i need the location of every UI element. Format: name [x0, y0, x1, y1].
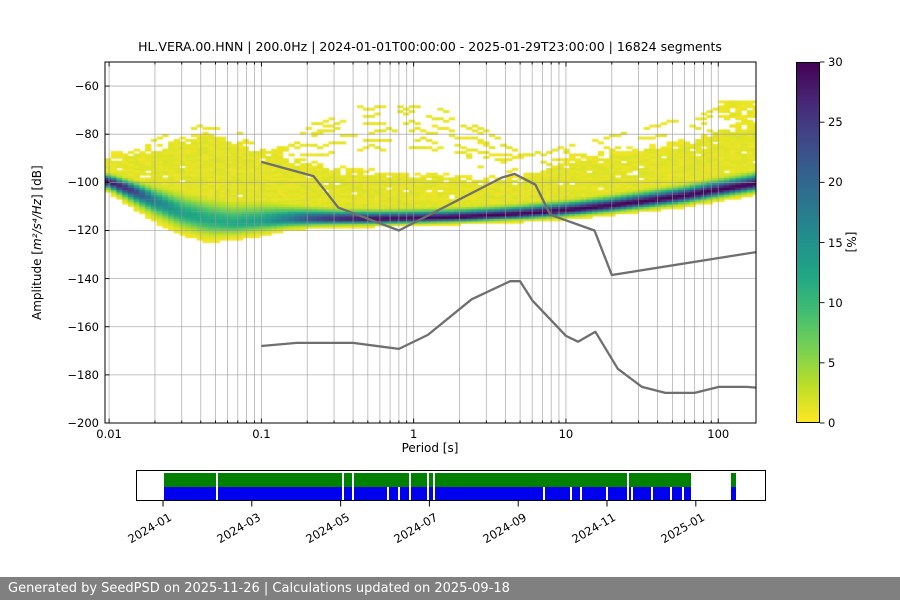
x-tick-label: 100	[707, 427, 730, 441]
timeline-gap-blue	[408, 487, 411, 500]
colorbar-tick-label: 10	[828, 295, 843, 310]
ppsd-heatmap-canvas	[105, 62, 756, 423]
y-tick-label: −80	[74, 127, 99, 142]
colorbar-tick-label: 15	[828, 235, 843, 250]
colorbar-label: [%]	[844, 231, 858, 253]
timeline-gap-blue	[606, 487, 609, 500]
colorbar-tick-label: 20	[828, 175, 843, 190]
timeline-gap-green	[352, 473, 355, 487]
timeline-gap-blue	[626, 487, 629, 500]
timeline-tick-label: 2024-09	[480, 510, 530, 547]
timeline-gap-blue	[216, 487, 219, 500]
y-axis-label-suffix: ] [dB]	[30, 165, 44, 200]
timeline-gap-blue	[682, 487, 685, 500]
timeline-gap-blue	[579, 487, 582, 500]
timeline-gap-green	[626, 473, 629, 487]
timeline-gap-blue	[432, 487, 435, 500]
colorbar-tick-label: 0	[828, 416, 836, 430]
timeline-gap-blue	[542, 487, 545, 500]
timeline-gap-blue	[570, 487, 573, 500]
colorbar-tick-label: 30	[828, 55, 843, 69]
colorbar-tick-label: 5	[828, 355, 836, 370]
timeline-tick-label: 2024-07	[391, 510, 441, 547]
timeline-tick-label: 2024-01	[125, 510, 175, 547]
y-tick-label: −60	[74, 79, 99, 94]
x-tick-label: 1	[409, 427, 418, 441]
y-tick-label: −200	[67, 416, 99, 430]
timeline-gap-blue	[670, 487, 673, 500]
y-tick-label: −100	[67, 175, 99, 190]
x-axis-label: Period [s]	[401, 441, 459, 455]
timeline-gap-green	[341, 473, 344, 487]
x-tick-label: 10	[558, 427, 574, 441]
timeline-gap-blue	[386, 487, 389, 500]
timeline-gap-green	[216, 473, 219, 487]
timeline-tick-label: 2024-05	[302, 510, 352, 547]
x-tick-label: 0.01	[96, 427, 122, 441]
y-tick-label: −120	[67, 223, 99, 238]
timeline-gap-blue	[341, 487, 344, 500]
timeline-gap-green	[427, 473, 430, 487]
timeline-gap-blue	[631, 487, 634, 500]
timeline-tick-label: 2024-03	[214, 510, 263, 547]
timeline-coverage-blue	[731, 487, 737, 500]
timeline-tick-label: 2024-11	[569, 510, 618, 547]
timeline-gap-blue	[398, 487, 401, 500]
availability-timeline	[136, 470, 766, 501]
x-tick-label: 0.1	[252, 427, 271, 441]
y-tick-label: −160	[67, 319, 99, 334]
timeline-tick-label: 2025-01	[658, 510, 707, 547]
y-axis-label-units: m²/s⁴/Hz	[30, 199, 44, 250]
timeline-gap-green	[408, 473, 411, 487]
timeline-gap-green	[432, 473, 435, 487]
y-axis-label: Amplitude [m²/s⁴/Hz] [dB]	[30, 165, 44, 320]
footer-bar: Generated by SeedPSD on 2025-11-26 | Cal…	[0, 577, 900, 600]
y-axis-label-prefix: Amplitude [	[30, 250, 44, 320]
y-tick-label: −180	[67, 367, 99, 382]
y-tick-label: −140	[67, 271, 99, 286]
timeline-gap-blue	[650, 487, 653, 500]
timeline-gap-blue	[352, 487, 355, 500]
colorbar	[796, 62, 820, 423]
timeline-coverage-green	[731, 473, 737, 487]
colorbar-tick-label: 25	[828, 115, 843, 130]
plot-title: HL.VERA.00.HNN | 200.0Hz | 2024-01-01T00…	[138, 39, 722, 54]
timeline-gap-blue	[427, 487, 430, 500]
